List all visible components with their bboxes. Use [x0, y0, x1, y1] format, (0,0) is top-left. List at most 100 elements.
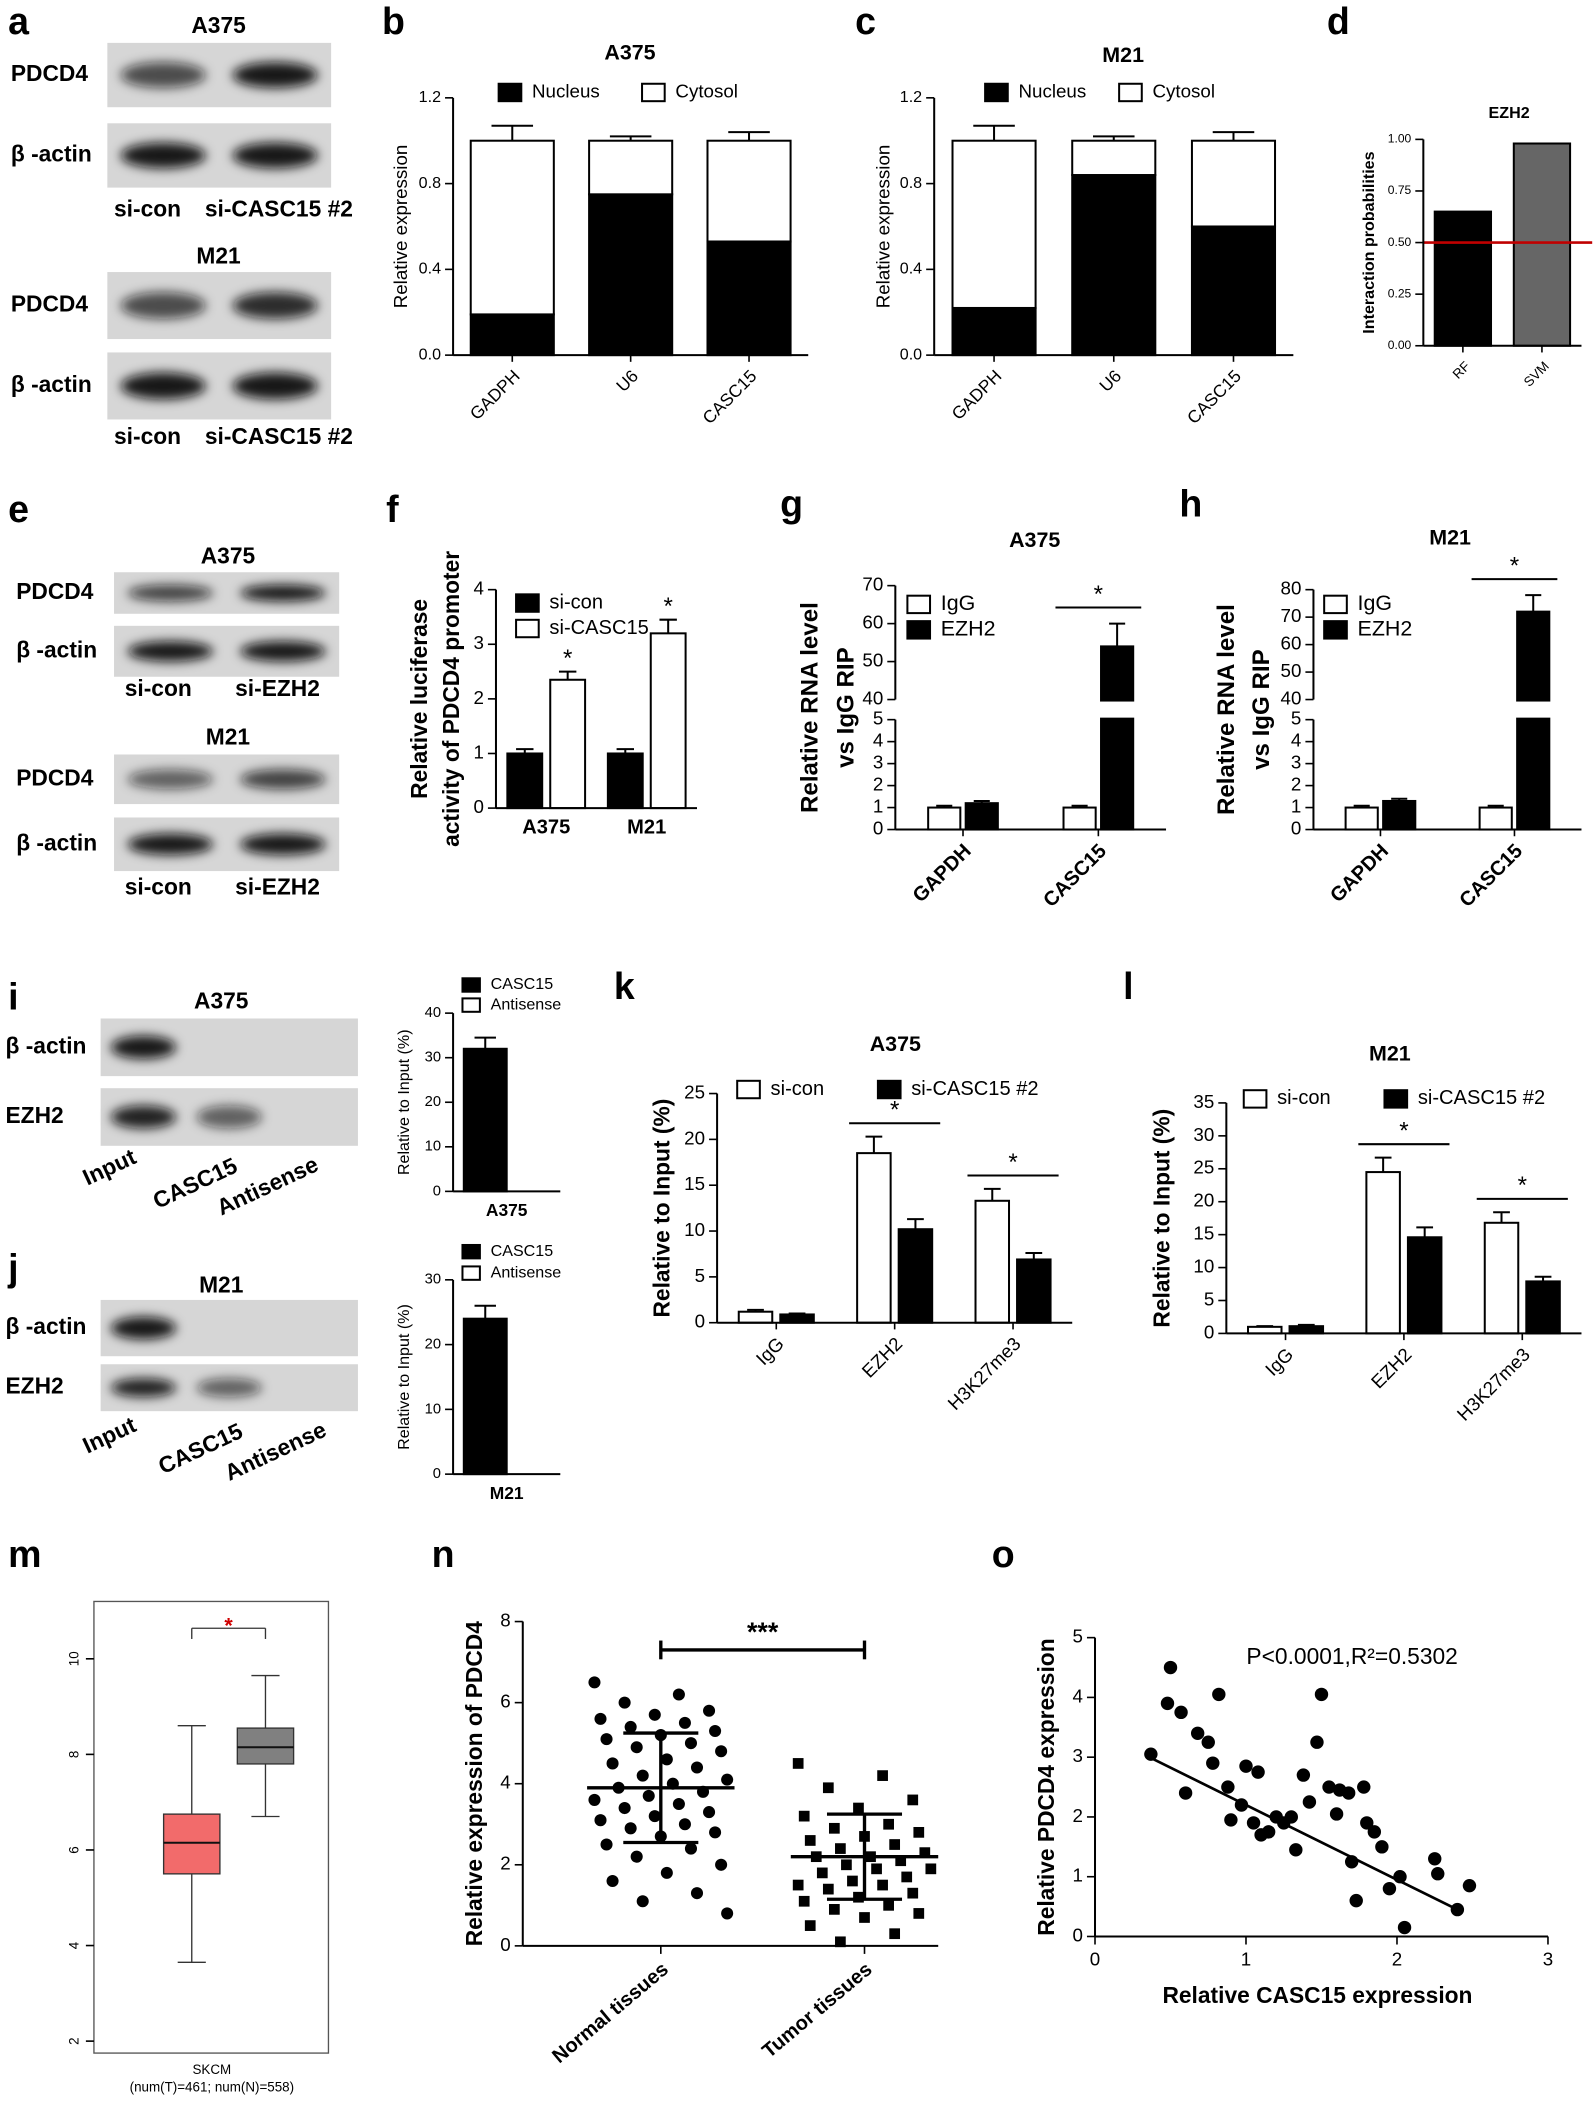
y-tick-label: 1 — [1073, 1865, 1083, 1886]
data-point — [690, 1761, 704, 1774]
legend-label: si-CASC15 — [549, 617, 648, 639]
y-tick-label: 0 — [473, 796, 483, 817]
y-tick-label: 3 — [1291, 752, 1301, 773]
y-tick-label: 4 — [67, 1941, 82, 1949]
y-tick-label: 60 — [1281, 633, 1302, 654]
legend-label: IgG — [1358, 591, 1393, 615]
y-tick-label: 4 — [1073, 1685, 1083, 1706]
axis-title: Relative expression — [873, 145, 894, 309]
y-tick-label: 0 — [500, 1934, 510, 1955]
legend-swatch — [906, 594, 932, 615]
legend-label: si-CASC15 #2 — [911, 1078, 1038, 1100]
panel-letter: j — [7, 1246, 18, 1288]
data-point — [618, 1696, 631, 1709]
blot-band — [240, 769, 326, 790]
y-tick-label: 6 — [67, 1846, 82, 1853]
data-point — [1382, 1881, 1397, 1896]
y-tick-label: 2 — [67, 2037, 82, 2044]
y-tick-label: 8 — [67, 1751, 82, 1758]
y-tick-label: 0 — [433, 1466, 441, 1482]
y-tick-label: 0.25 — [1388, 286, 1412, 300]
axis-title: Relative RNA level — [796, 602, 823, 813]
panel-letter: l — [1123, 965, 1133, 1007]
blot-row-label: β -actin — [5, 1032, 86, 1058]
legend-label: Antisense — [491, 1263, 562, 1281]
blot-row-label: EZH2 — [5, 1102, 63, 1128]
blot-band — [232, 62, 318, 88]
bar — [964, 802, 999, 831]
y-tick-label: 30 — [425, 1272, 441, 1288]
data-point — [835, 1936, 846, 1948]
data-point — [703, 1704, 716, 1717]
blot-band — [120, 372, 206, 400]
axis-title: Relative expression — [390, 145, 411, 309]
data-point — [721, 1773, 734, 1786]
data-point — [642, 1789, 655, 1802]
data-point — [925, 1863, 937, 1875]
data-point — [889, 1839, 901, 1850]
legend-label: Antisense — [491, 995, 562, 1013]
y-tick-label: 0.4 — [419, 260, 441, 278]
y-tick-label: 25 — [1193, 1157, 1214, 1178]
panel-letter: m — [8, 1533, 41, 1575]
panel-letter: a — [8, 0, 30, 42]
y-tick-label: 1 — [873, 796, 883, 817]
blot-band — [127, 769, 214, 790]
data-point — [703, 1806, 716, 1819]
data-point — [1341, 1786, 1356, 1800]
significance: * — [890, 1097, 899, 1124]
bar — [706, 240, 792, 357]
legend-swatch — [515, 618, 540, 639]
y-tick-label: 0.0 — [900, 345, 922, 363]
data-point — [1349, 1893, 1363, 1908]
y-tick-label: 1.2 — [419, 88, 441, 106]
data-point — [1144, 1747, 1158, 1761]
data-point — [1178, 1786, 1193, 1800]
panel-letter: g — [780, 482, 803, 524]
data-point — [684, 1842, 697, 1855]
blot-row-label: EZH2 — [5, 1373, 63, 1399]
y-tick-label: 70 — [862, 574, 883, 595]
blot-band — [110, 1316, 177, 1340]
data-point — [828, 1822, 840, 1834]
y-tick-label: 5 — [695, 1265, 705, 1286]
data-point — [1239, 1759, 1253, 1773]
y-tick-label: 0 — [433, 1183, 441, 1199]
chart-title: M21 — [1102, 43, 1144, 67]
data-point — [624, 1720, 637, 1733]
y-tick-label: 2 — [1291, 774, 1301, 795]
panel-letter: o — [992, 1533, 1015, 1575]
data-point — [792, 1758, 804, 1769]
axis-title: Relative to Input (%) — [395, 1029, 413, 1175]
panel-letter: n — [432, 1533, 455, 1575]
data-point — [648, 1810, 661, 1823]
bar — [462, 1047, 508, 1193]
significance: * — [224, 1614, 233, 1638]
data-point — [1206, 1756, 1220, 1770]
annotation: P<0.0001,R²=0.5302 — [1246, 1643, 1457, 1669]
y-tick-label: 60 — [862, 612, 883, 633]
blot-band — [232, 142, 318, 169]
x-tick-label: 1 — [1241, 1949, 1251, 1970]
y-tick-label: 30 — [1193, 1124, 1214, 1145]
data-point — [883, 1818, 894, 1830]
chart-title: M21 — [1369, 1041, 1411, 1065]
y-tick-label: 2 — [500, 1853, 510, 1874]
y-tick-label: 0.0 — [419, 345, 441, 363]
bar — [951, 139, 1037, 309]
box — [162, 1813, 221, 1875]
data-point — [871, 1863, 882, 1875]
bar — [506, 752, 544, 810]
data-point — [1212, 1687, 1226, 1702]
y-tick-label: 15 — [684, 1173, 705, 1194]
bar — [469, 139, 555, 316]
lane-label: si-con — [125, 874, 192, 900]
y-tick-label: 0 — [873, 817, 883, 838]
y-tick-label: 2 — [873, 774, 883, 795]
chart-title: A375 — [604, 40, 655, 64]
y-tick-label: 80 — [1281, 578, 1302, 599]
data-point — [913, 1826, 925, 1838]
blot-title: M21 — [196, 242, 241, 268]
panel-letter: d — [1327, 0, 1350, 42]
